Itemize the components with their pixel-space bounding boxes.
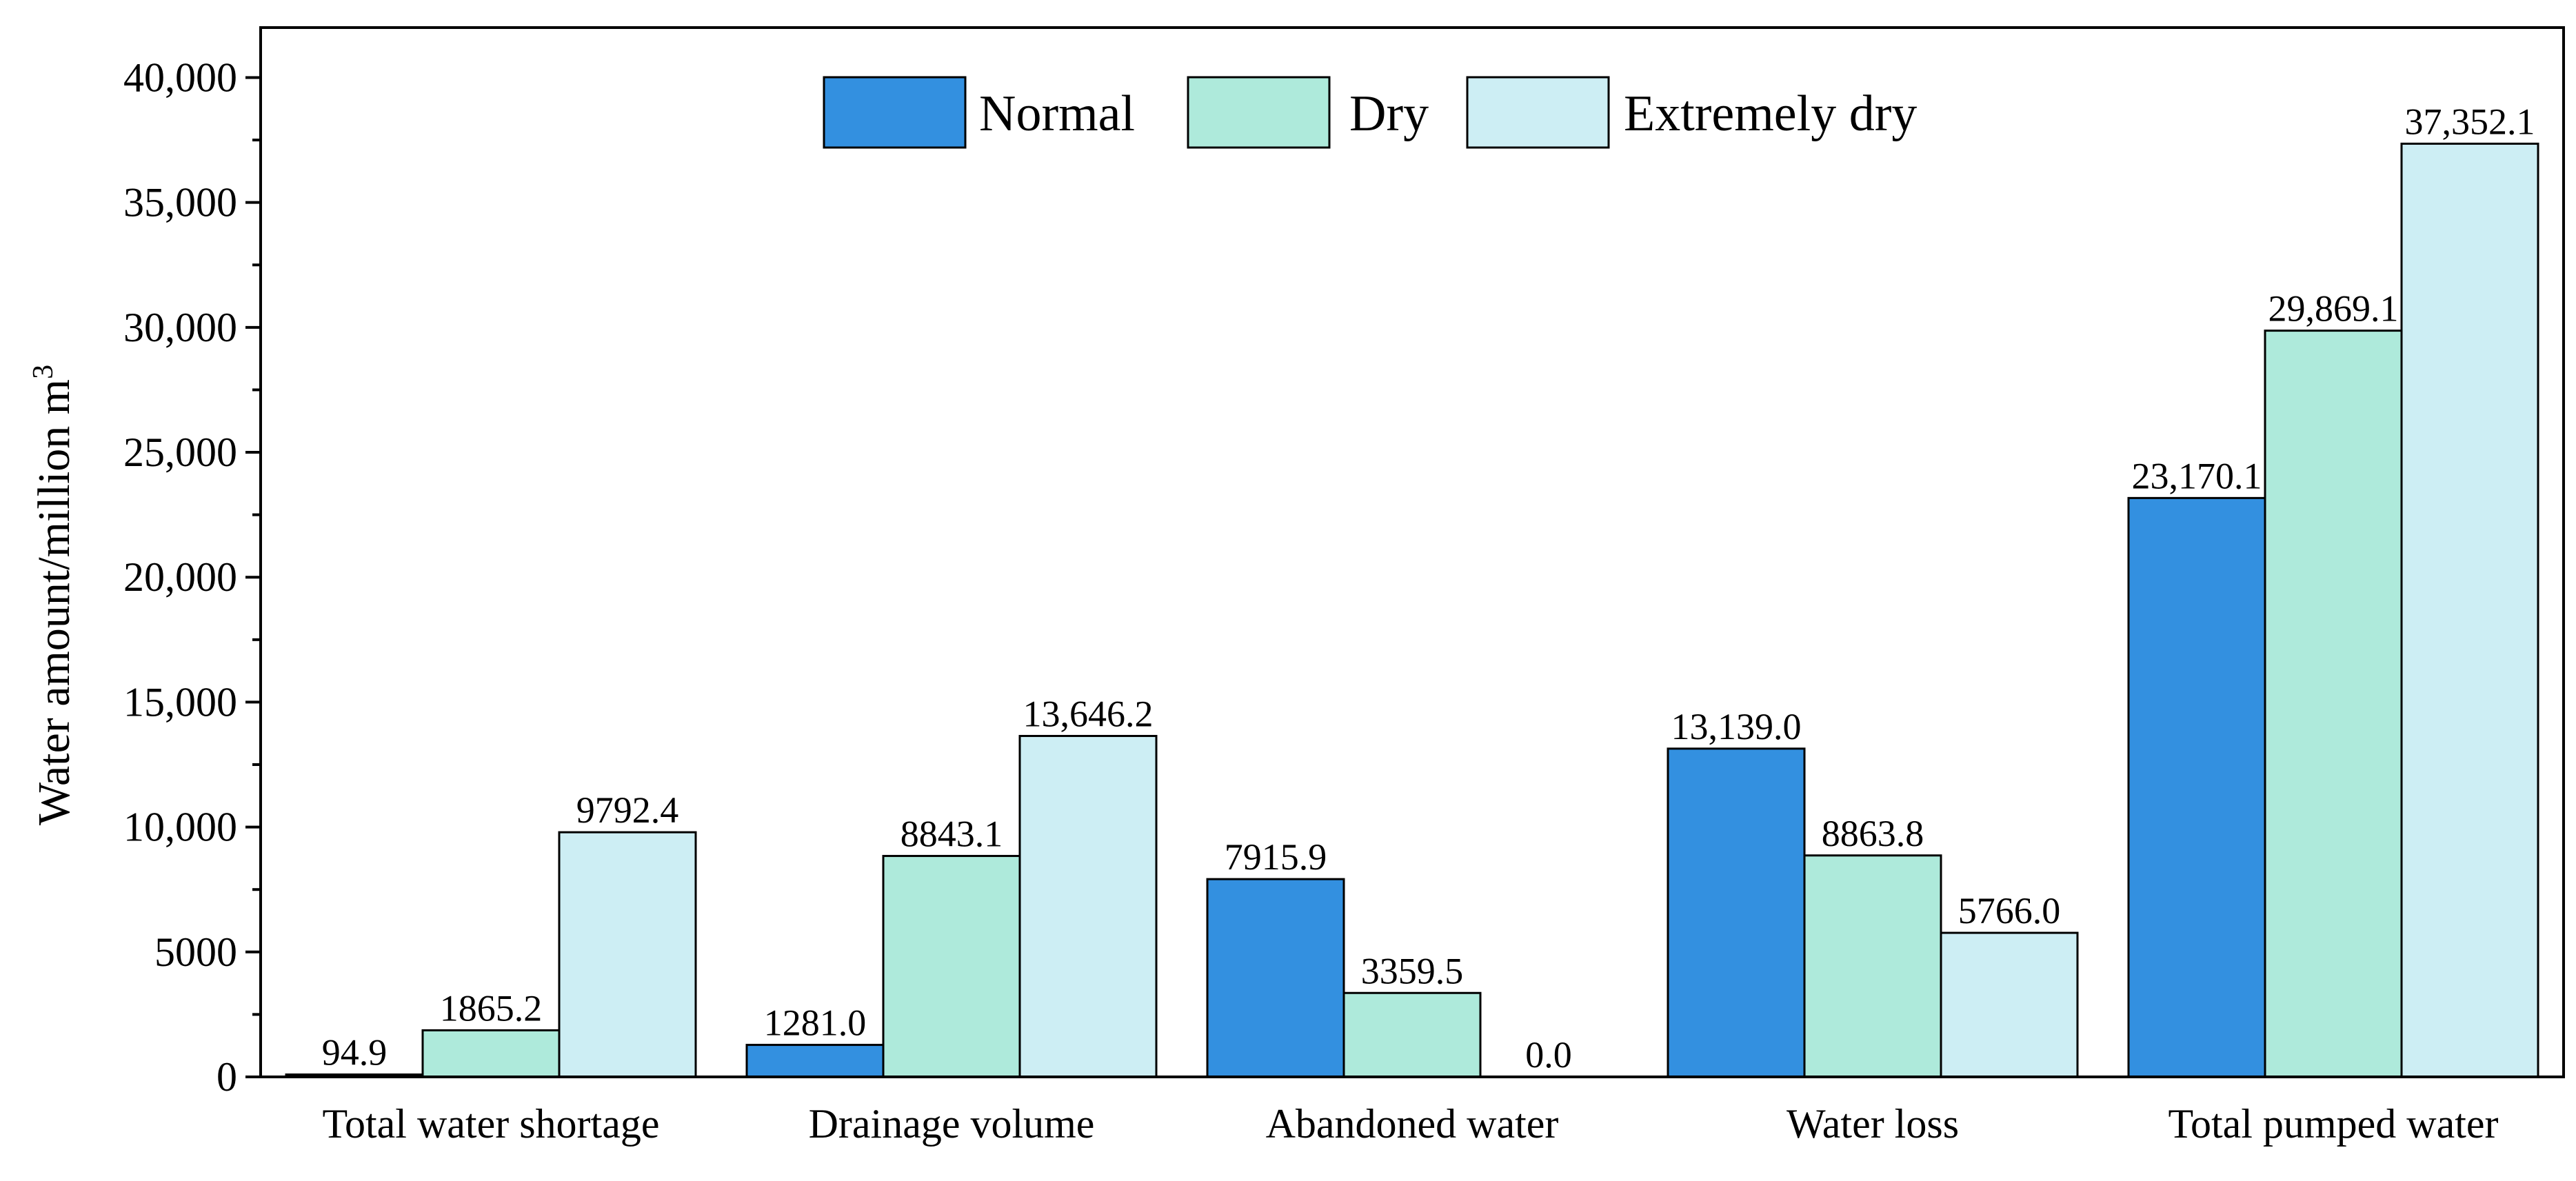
plot-frame (259, 26, 2565, 1078)
x-tick-label: Total water shortage (323, 1101, 660, 1147)
y-tick-label: 25,000 (123, 430, 237, 475)
y-tick-label: 0 (217, 1054, 237, 1100)
data-label: 29,869.1 (2268, 288, 2399, 330)
bar-normal-3 (1667, 747, 1806, 1078)
x-tick-label: Total pumped water (2169, 1101, 2499, 1147)
legend-label: Dry (1349, 85, 1429, 142)
legend-label: Normal (979, 85, 1135, 142)
bar-extremely-dry-3 (1940, 931, 2079, 1078)
x-tick-label: Drainage volume (809, 1101, 1095, 1147)
y-tick-label: 30,000 (123, 305, 237, 350)
bar-dry-0 (421, 1029, 561, 1078)
bar-dry-1 (882, 855, 1021, 1078)
y-tick-label: 40,000 (123, 54, 237, 100)
y-axis-label: Water amount/million m3 (28, 365, 79, 825)
data-label: 9792.4 (576, 789, 679, 831)
data-label: 0.0 (1525, 1034, 1572, 1076)
data-label: 13,139.0 (1671, 706, 1802, 747)
bar-normal-4 (2127, 496, 2266, 1078)
y-axis-label-text: Water amount/million m (29, 379, 79, 825)
data-label: 94.9 (322, 1032, 388, 1073)
data-label: 5766.0 (1958, 890, 2061, 931)
bar-extremely-dry-0 (558, 831, 697, 1078)
data-label: 8863.8 (1822, 813, 1924, 854)
data-labels-layer: 94.9 1865.2 9792.4 1281.0 8843.1 13,646.2 7915… (322, 101, 2535, 1076)
y-tick-label: 20,000 (123, 554, 237, 600)
bar-dry-4 (2264, 330, 2403, 1078)
x-tick-label: Water loss (1787, 1101, 1959, 1147)
data-label: 3359.5 (1361, 950, 1464, 991)
legend-swatch-normal (823, 76, 967, 149)
y-tick-label: 15,000 (123, 679, 237, 725)
x-categories-layer: Total water shortage Drainage volume Aband… (323, 1101, 2499, 1147)
bar-extremely-dry-4 (2400, 142, 2539, 1078)
y-tick-label: 10,000 (123, 805, 237, 850)
x-tick-label: Abandoned water (1266, 1101, 1559, 1147)
y-axis-label-superscript: 3 (28, 365, 59, 379)
bars-layer (285, 142, 2539, 1078)
bar-extremely-dry-1 (1018, 734, 1158, 1078)
legend: Normal Dry Extremely dry (823, 76, 1917, 149)
legend-label: Extremely dry (1624, 85, 1917, 142)
y-tick-label: 5000 (154, 929, 237, 975)
bar-dry-2 (1342, 991, 1482, 1078)
legend-swatch-dry (1187, 76, 1331, 149)
legend-swatch-extremely-dry (1466, 76, 1610, 149)
data-label: 1865.2 (440, 987, 543, 1029)
y-tick-label: 35,000 (123, 180, 237, 225)
data-label: 37,352.1 (2405, 101, 2535, 142)
data-label: 7915.9 (1225, 836, 1327, 878)
bar-dry-3 (1803, 854, 1942, 1078)
data-label: 1281.0 (764, 1002, 867, 1044)
y-ticks-layer: 0 5000 10,000 15,000 20,000 25,000 30,000 35,00… (123, 54, 261, 1100)
data-label: 23,170.1 (2132, 455, 2262, 496)
data-label: 13,646.2 (1023, 693, 1154, 734)
bar-normal-1 (745, 1044, 885, 1078)
axes-layer (259, 26, 2565, 1078)
bar-normal-2 (1206, 878, 1345, 1078)
data-label: 8843.1 (900, 814, 1003, 855)
